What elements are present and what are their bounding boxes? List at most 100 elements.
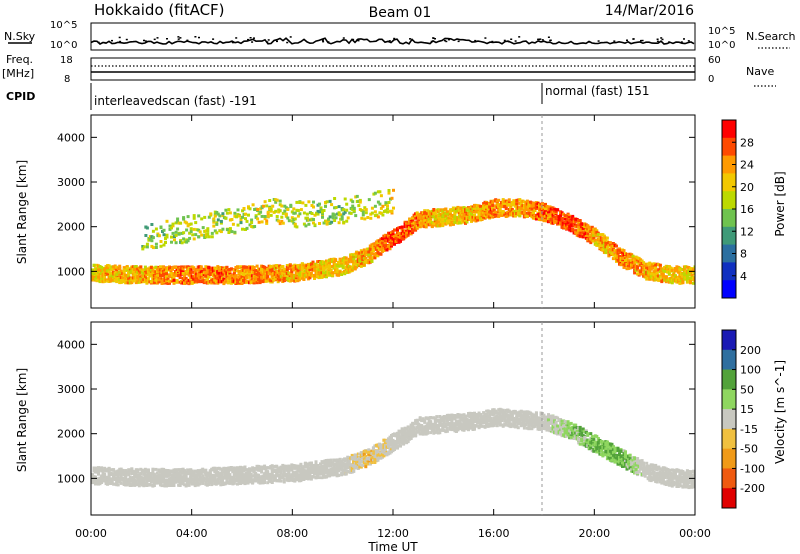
heatmap-cell	[157, 280, 161, 284]
heatmap-cell	[476, 218, 480, 222]
heatmap-cell	[219, 483, 223, 487]
heatmap-cell	[187, 268, 191, 272]
heatmap-cell	[628, 266, 632, 270]
heatmap-cell	[615, 244, 618, 248]
heatmap-cell	[266, 210, 270, 214]
heatmap-cell	[225, 265, 229, 269]
heatmap-cell	[672, 276, 676, 280]
heatmap-cell	[171, 224, 175, 228]
heatmap-cell	[182, 217, 186, 221]
heatmap-cell	[240, 281, 244, 285]
heatmap-cell	[216, 212, 220, 216]
heatmap-cell	[673, 274, 677, 278]
heatmap-cell	[151, 467, 155, 471]
heatmap-cell	[470, 212, 473, 216]
heatmap-cell	[219, 219, 223, 223]
colorbar-swatch	[722, 244, 736, 263]
heatmap-cell	[254, 275, 258, 279]
nsearch-dot	[443, 39, 446, 42]
cpid-label: CPID	[6, 90, 35, 103]
nsearch-dots	[97, 36, 690, 44]
heatmap-cell	[369, 212, 373, 216]
heatmap-cell	[687, 270, 691, 274]
heatmap-cell	[355, 194, 359, 198]
heatmap-cell	[225, 228, 229, 232]
heatmap-cell	[295, 200, 299, 204]
heatmap-cell	[277, 219, 281, 223]
nsearch-dot	[457, 40, 460, 43]
heatmap-cell	[219, 230, 223, 234]
heatmap-cell	[215, 211, 219, 214]
heatmap-cell	[386, 207, 389, 211]
beam-label: Beam 01	[369, 5, 432, 21]
nsearch-dot	[538, 38, 541, 41]
heatmap-cell	[219, 472, 223, 476]
heatmap-cell	[119, 474, 123, 478]
heatmap-cell	[115, 477, 119, 481]
heatmap-cell	[391, 237, 395, 241]
heatmap-cell	[253, 225, 257, 228]
nsearch-dot	[194, 36, 197, 38]
heatmap-cell	[201, 467, 205, 471]
heatmap-cell	[670, 269, 674, 272]
heatmap-cell	[596, 238, 600, 241]
heatmap-cell	[210, 235, 214, 239]
heatmap-cell	[642, 261, 646, 265]
heatmap-cell	[596, 242, 600, 246]
heatmap-cell	[323, 272, 327, 276]
heatmap-cell	[381, 204, 385, 208]
heatmap-cell	[569, 220, 573, 224]
heatmap-cell	[363, 206, 367, 210]
heatmap-cell	[181, 270, 185, 274]
heatmap-cell	[145, 245, 149, 249]
heatmap-cell	[208, 472, 212, 476]
heatmap-cell	[159, 226, 163, 230]
heatmap-cell	[312, 200, 315, 204]
heatmap-cell	[690, 273, 694, 277]
heatmap-cell	[593, 227, 597, 231]
heatmap-cell	[345, 208, 349, 212]
heatmap-cell	[309, 264, 313, 268]
heatmap-cell	[187, 471, 191, 475]
heatmap-cell	[112, 270, 116, 274]
heatmap-cell	[376, 200, 380, 204]
heatmap-cell	[259, 210, 263, 214]
heatmap-cell	[636, 265, 640, 269]
heatmap-cell	[116, 483, 120, 487]
heatmap-cell	[308, 211, 312, 215]
heatmap-cell	[282, 267, 286, 271]
heatmap-cell	[119, 269, 123, 273]
heatmap-cell	[414, 220, 418, 224]
heatmap-cell	[368, 256, 372, 259]
heatmap-cell	[112, 278, 116, 282]
heatmap-cell	[351, 200, 355, 204]
heatmap-cell	[330, 220, 334, 224]
heatmap-cell	[249, 274, 253, 278]
heatmap-cell	[309, 263, 313, 266]
heatmap-cell	[309, 271, 313, 275]
heatmap-cell	[559, 214, 563, 218]
heatmap-cell	[131, 279, 135, 283]
heatmap-cell	[98, 480, 102, 483]
heatmap-cell	[608, 241, 612, 245]
heatmap-cell	[283, 209, 287, 213]
colorbar-swatch	[722, 262, 736, 281]
colorbar-swatch	[722, 209, 736, 228]
heatmap-cell	[142, 481, 146, 485]
heatmap-cell	[220, 478, 224, 482]
heatmap-cell	[342, 220, 346, 224]
heatmap-cell	[237, 272, 241, 276]
heatmap-cell	[184, 277, 188, 280]
heatmap-cell	[360, 216, 364, 220]
heatmap-cell	[95, 272, 99, 276]
heatmap-cell	[159, 265, 162, 269]
heatmap-cell	[689, 279, 692, 283]
heatmap-cell	[203, 236, 207, 239]
heatmap-cell	[142, 472, 146, 476]
heatmap-cell	[97, 471, 100, 474]
heatmap-cell	[670, 267, 674, 271]
heatmap-cell	[551, 212, 555, 216]
heatmap-cell	[179, 221, 183, 225]
date-label: 14/Mar/2016	[605, 3, 694, 19]
